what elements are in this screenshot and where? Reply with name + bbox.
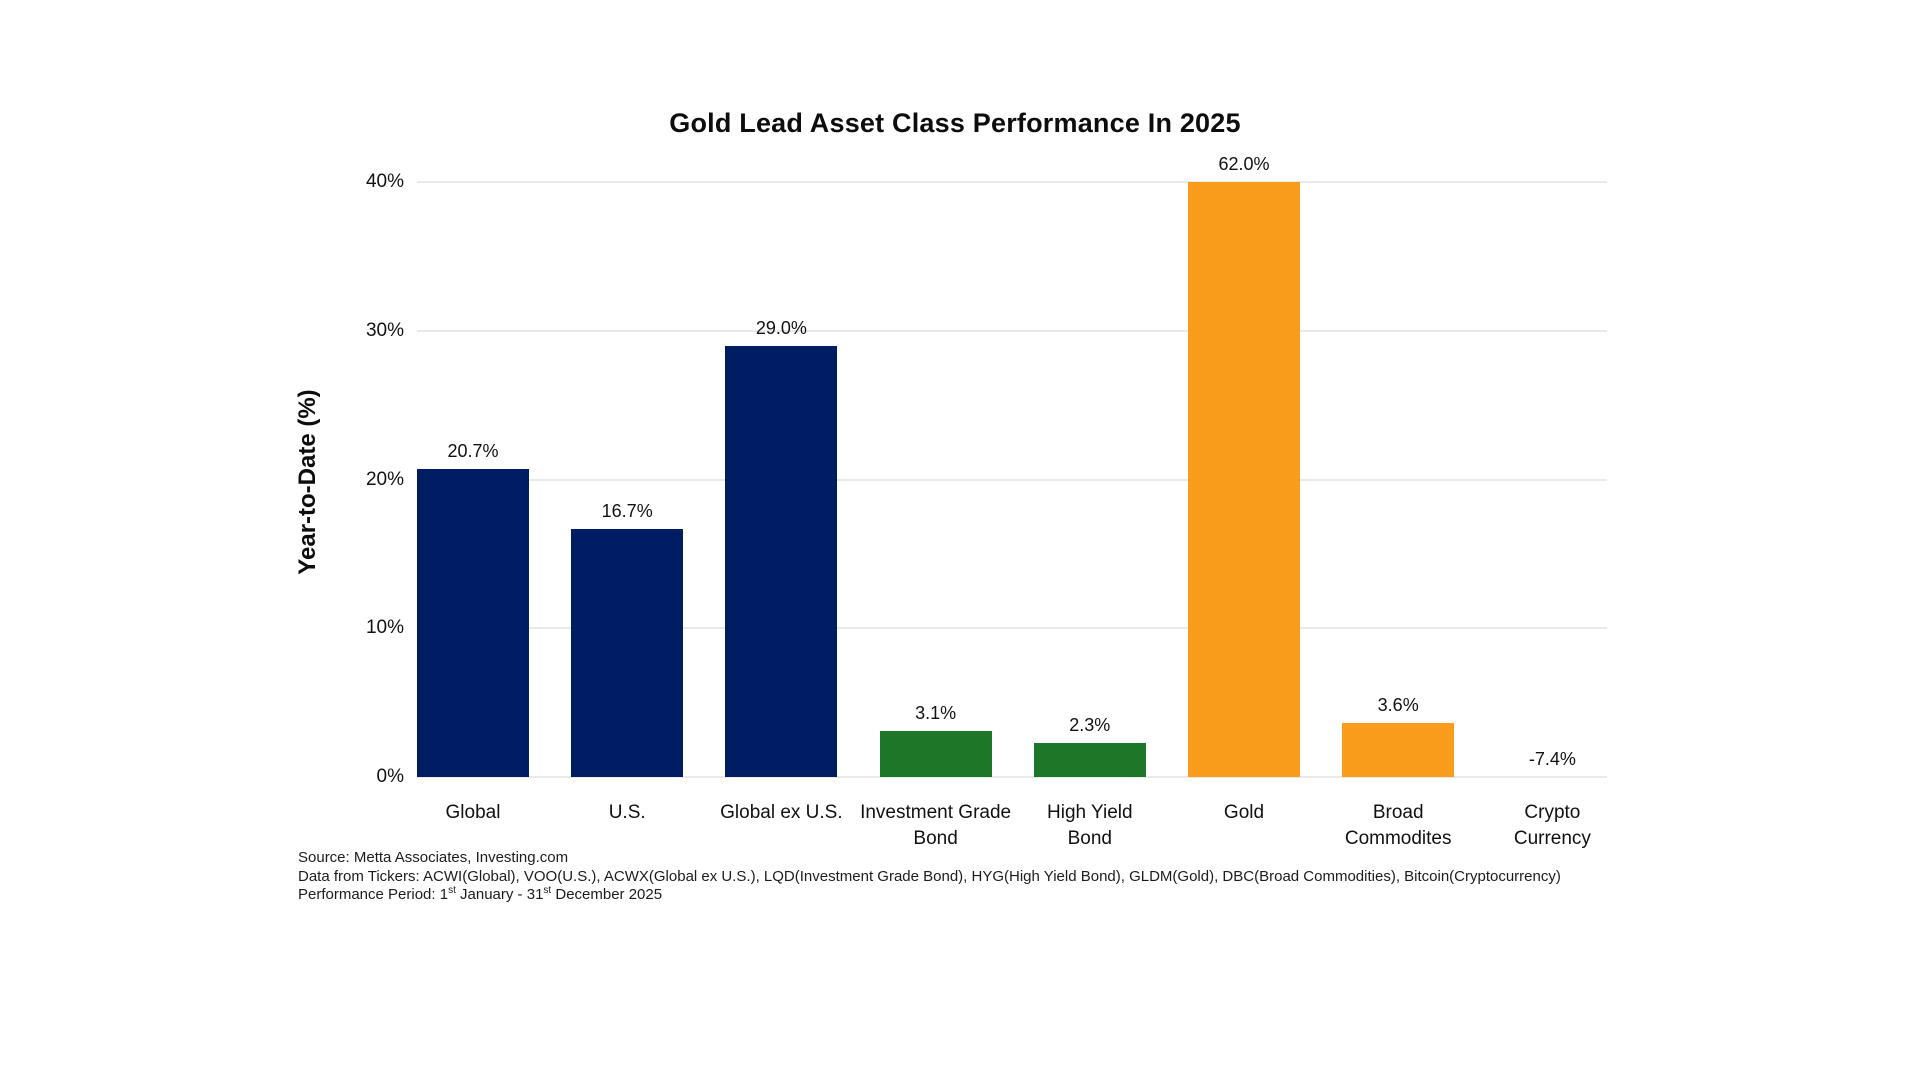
x-category-label: Gold: [1223, 802, 1265, 823]
y-tick-label: 10%: [365, 617, 404, 639]
bar-value-label: 16.7%: [601, 500, 653, 521]
chart-title: Gold Lead Asset Class Performance In 202…: [669, 108, 1241, 138]
x-category-label: Investment Grade Bond: [860, 802, 1012, 849]
bar-global-ex-u.s.: [725, 345, 838, 777]
bar-value-label: 62.0%: [1218, 154, 1270, 174]
bar-u.s.: [571, 528, 684, 777]
x-category-label: Crypto Currency: [1513, 802, 1591, 849]
bar-value-label: 20.7%: [447, 441, 499, 462]
ordinal-suffix: st: [543, 885, 552, 896]
bar-value-label: 3.1%: [915, 702, 957, 723]
ordinal-suffix: st: [448, 885, 456, 896]
x-category-label: Global: [445, 802, 501, 823]
bar-high-yield-bond: [1033, 742, 1146, 777]
y-tick-label: 20%: [365, 468, 404, 490]
bar-gold: [1188, 182, 1300, 777]
y-tick-label: 0%: [376, 766, 404, 787]
gridline-20%: [417, 478, 1607, 481]
y-tick-label: 30%: [365, 319, 404, 341]
chart-footnotes: Source: Metta Associates, Investing.com …: [298, 849, 1561, 905]
x-category-label: Broad Commodites: [1344, 802, 1452, 849]
y-tick-label: 40%: [365, 171, 404, 192]
gridline-40%: [417, 181, 1607, 183]
period-prefix: Performance Period: 1: [298, 886, 449, 903]
period-mid: January - 31: [455, 886, 544, 903]
bar-value-label: -7.4%: [1528, 749, 1576, 769]
tickers-note: Data from Tickers: ACWI(Global), VOO(U.S…: [298, 867, 1561, 885]
gridline-30%: [417, 329, 1607, 332]
gridline-0%: [417, 776, 1607, 778]
gridline-10%: [417, 627, 1607, 630]
bar-value-label: 2.3%: [1069, 714, 1111, 735]
bar-broad-commodites: [1342, 723, 1455, 777]
x-category-label: U.S.: [608, 802, 646, 823]
period-suffix: December 2025: [551, 886, 663, 903]
bar-global: [417, 469, 529, 777]
source-note: Source: Metta Associates, Investing.com: [298, 849, 569, 866]
bar-value-label: 29.0%: [755, 317, 807, 338]
period-note: Performance Period: 1st January - 31st D…: [298, 886, 1561, 905]
x-category-label: Global ex U.S.: [720, 802, 843, 823]
x-category-label: High Yield Bond: [1047, 802, 1133, 849]
bar-investment-grade-bond: [879, 730, 992, 777]
bar-value-label: 3.6%: [1377, 695, 1419, 716]
